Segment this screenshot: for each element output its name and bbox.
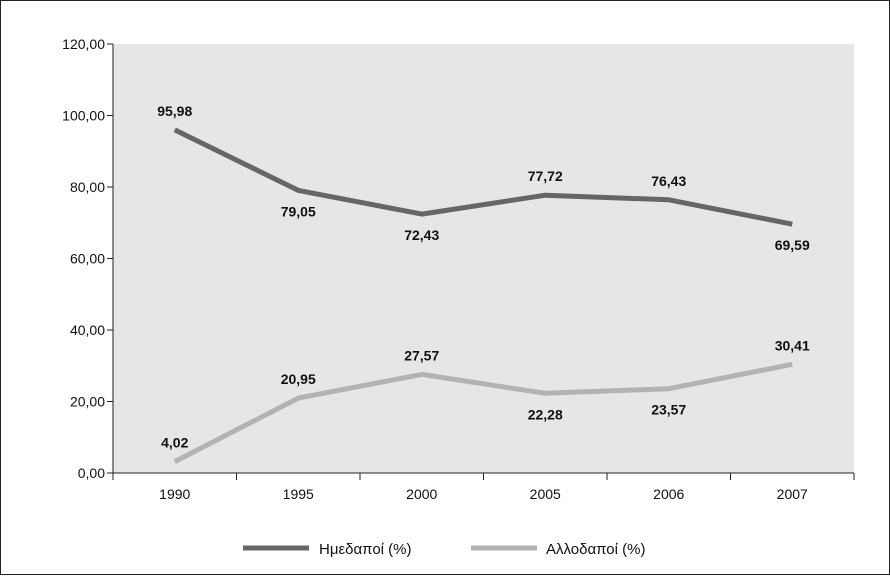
y-tick-label: 80,00	[70, 179, 105, 195]
legend-label-0: Ημεδαποί (%)	[319, 541, 412, 558]
series-line-0	[173, 127, 793, 227]
y-tick-label: 40,00	[70, 322, 105, 338]
data-label: 69,59	[775, 237, 810, 253]
data-label: 22,28	[528, 406, 563, 422]
data-label: 30,41	[775, 337, 810, 353]
data-label: 72,43	[404, 227, 439, 243]
series-line-1	[173, 361, 793, 464]
x-tick-label: 2006	[653, 486, 684, 502]
y-tick-label: 0,00	[78, 465, 105, 481]
y-tick-label: 120,00	[62, 36, 105, 52]
data-label: 77,72	[528, 168, 563, 184]
plot-area	[113, 44, 854, 473]
data-label: 79,05	[281, 203, 316, 219]
x-tick-label: 1995	[283, 486, 314, 502]
x-tick-label: 2005	[530, 486, 561, 502]
data-label: 20,95	[281, 371, 316, 387]
data-label: 4,02	[161, 435, 188, 451]
x-tick-label: 2007	[777, 486, 808, 502]
legend-label-1: Αλλοδαποί (%)	[546, 541, 645, 558]
y-tick-label: 100,00	[62, 108, 105, 124]
data-label: 76,43	[651, 173, 686, 189]
data-label: 27,57	[404, 347, 439, 363]
data-label: 23,57	[651, 402, 686, 418]
x-tick-label: 1990	[159, 486, 190, 502]
x-tick-label: 2000	[406, 486, 437, 502]
y-tick-label: 20,00	[70, 394, 105, 410]
y-tick-label: 60,00	[70, 251, 105, 267]
data-label: 95,98	[157, 103, 192, 119]
